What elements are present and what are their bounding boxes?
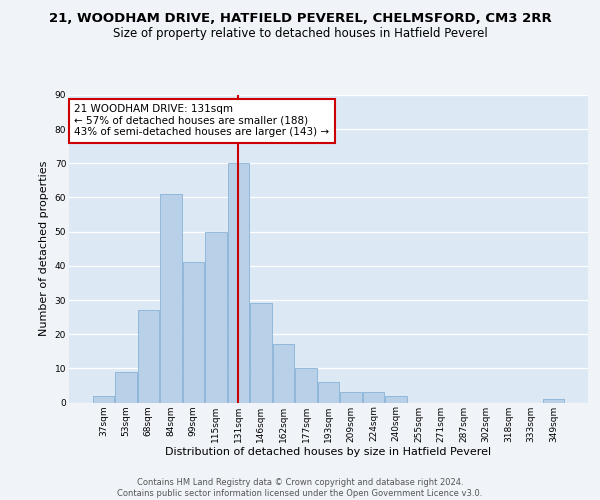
Bar (205, 232, 227, 402)
Text: 21 WOODHAM DRIVE: 131sqm
← 57% of detached houses are smaller (188)
43% of semi-: 21 WOODHAM DRIVE: 131sqm ← 57% of detach… (74, 104, 329, 138)
X-axis label: Distribution of detached houses by size in Hatfield Peverel: Distribution of detached houses by size … (166, 447, 491, 457)
Bar (92, 396, 114, 402)
Bar (160, 194, 182, 402)
Bar (228, 164, 249, 402)
Text: Size of property relative to detached houses in Hatfield Peverel: Size of property relative to detached ho… (113, 26, 487, 40)
Bar (250, 304, 272, 402)
Bar (115, 372, 137, 402)
Bar (137, 310, 159, 402)
Bar (182, 262, 204, 402)
Bar (273, 344, 294, 403)
Text: 21, WOODHAM DRIVE, HATFIELD PEVEREL, CHELMSFORD, CM3 2RR: 21, WOODHAM DRIVE, HATFIELD PEVEREL, CHE… (49, 12, 551, 26)
Bar (340, 392, 362, 402)
Bar (318, 382, 339, 402)
Y-axis label: Number of detached properties: Number of detached properties (39, 161, 49, 336)
Bar (543, 399, 565, 402)
Text: Contains HM Land Registry data © Crown copyright and database right 2024.
Contai: Contains HM Land Registry data © Crown c… (118, 478, 482, 498)
Bar (363, 392, 384, 402)
Bar (385, 396, 407, 402)
Bar (295, 368, 317, 402)
